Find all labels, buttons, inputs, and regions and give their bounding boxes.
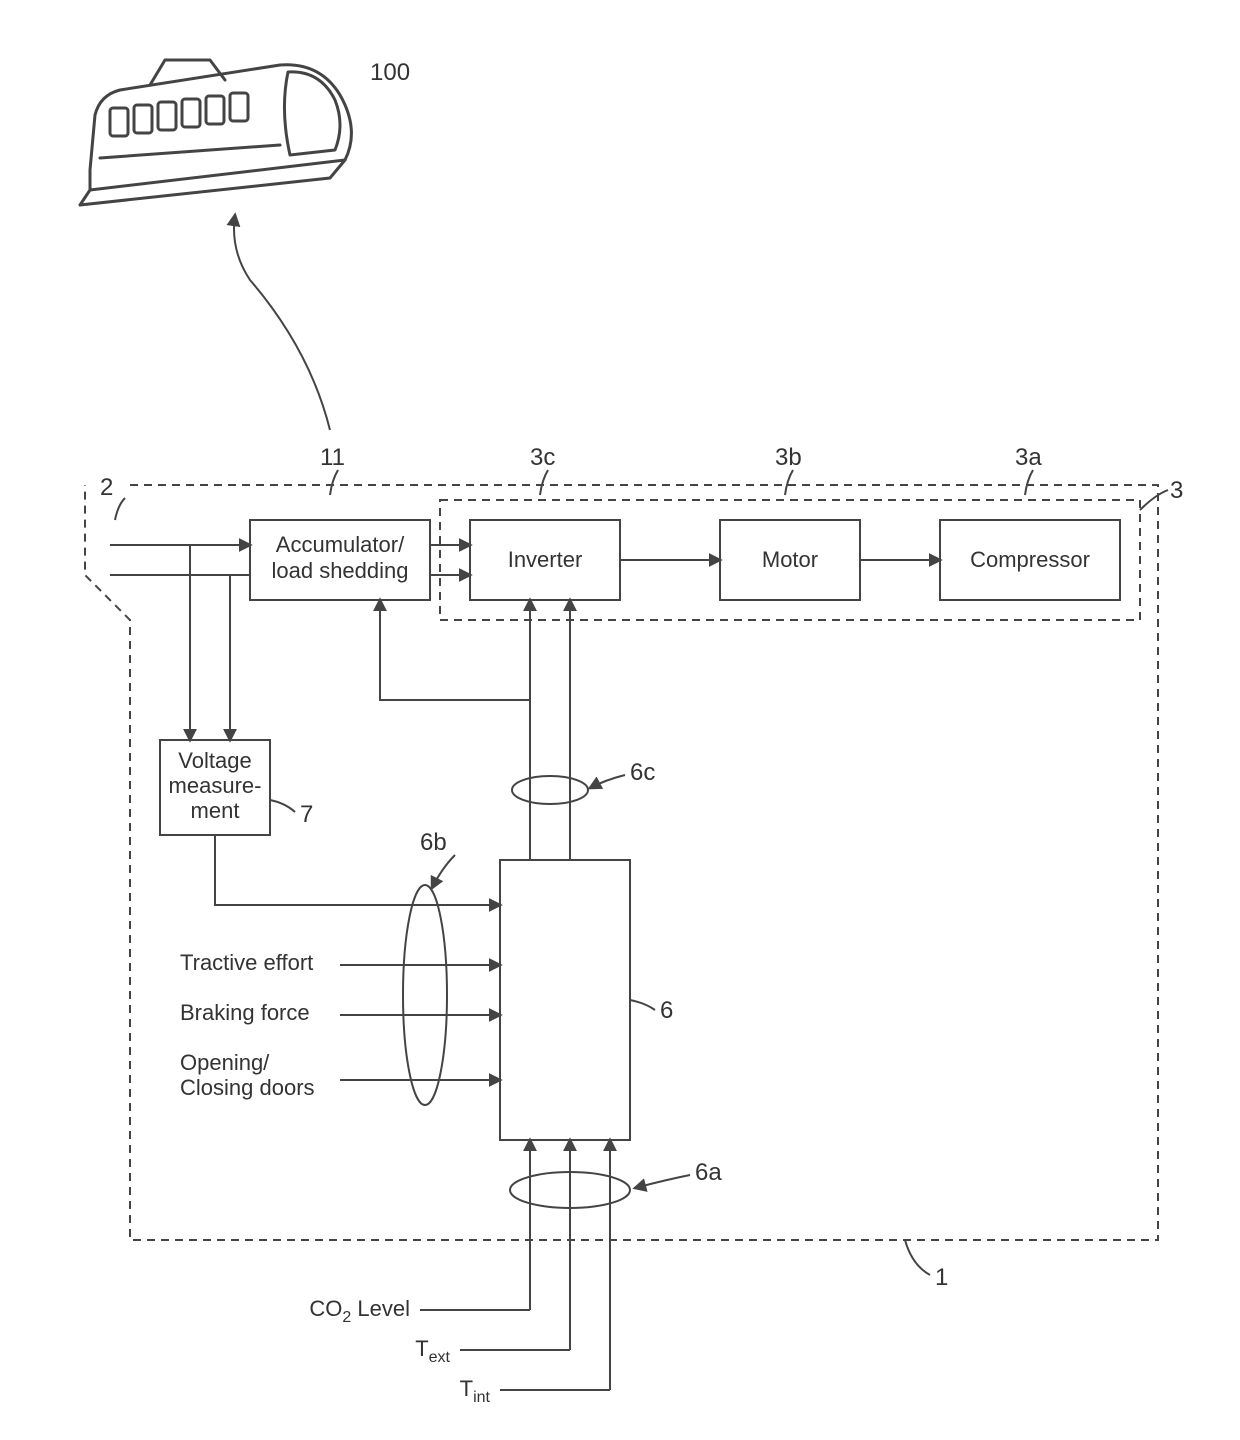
ref-motor: 3b xyxy=(775,444,802,471)
ref-6c: 6c xyxy=(630,759,655,786)
ref-train: 100 xyxy=(370,59,410,86)
ref-hvac: 3 xyxy=(1170,477,1183,504)
pointer-arrow xyxy=(234,215,330,430)
label-doors-2: Closing doors xyxy=(180,1075,315,1100)
compressor-label: Compressor xyxy=(970,547,1090,572)
label-tint: Tint xyxy=(460,1376,491,1406)
ref-controller: 6 xyxy=(660,997,673,1024)
voltage-label-1: Voltage xyxy=(178,748,251,773)
ref-6a: 6a xyxy=(695,1159,722,1186)
label-tractive: Tractive effort xyxy=(180,950,313,975)
bus-6b xyxy=(403,885,447,1105)
label-co2: CO2 Level xyxy=(309,1296,410,1326)
ref-inverter: 3c xyxy=(530,444,555,471)
voltage-label-3: ment xyxy=(191,798,240,823)
motor-label: Motor xyxy=(762,547,818,572)
inverter-label: Inverter xyxy=(508,547,583,572)
ref-power: 2 xyxy=(100,474,113,501)
voltage-label-2: measure- xyxy=(169,773,262,798)
ref-accumulator: 11 xyxy=(320,444,345,471)
ref-6b: 6b xyxy=(420,829,447,856)
accumulator-label-1: Accumulator/ xyxy=(276,532,405,557)
accumulator-label-2: load shedding xyxy=(271,558,408,583)
label-doors-1: Opening/ xyxy=(180,1050,270,1075)
ref-voltage: 7 xyxy=(300,801,313,828)
bus-6c xyxy=(512,776,588,804)
label-braking: Braking force xyxy=(180,1000,310,1025)
train-icon xyxy=(80,60,351,205)
ref-compressor: 3a xyxy=(1015,444,1042,471)
controller-block xyxy=(500,860,630,1140)
ref-system: 1 xyxy=(935,1264,948,1291)
label-text: Text xyxy=(415,1336,450,1366)
